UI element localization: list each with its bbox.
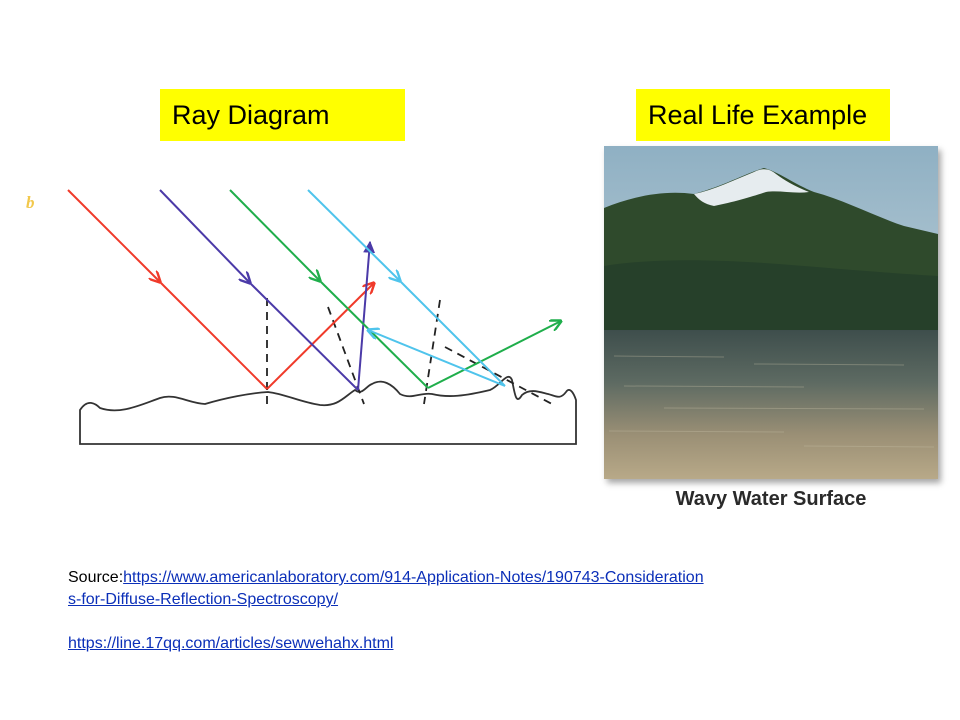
- red-ray: [67, 189, 374, 390]
- wavy-water-photo: [604, 146, 938, 479]
- ray-diagram: b: [26, 189, 577, 445]
- source-link-1[interactable]: https://www.americanlaboratory.com/914-A…: [123, 569, 704, 586]
- real-life-example-label: Real Life Example: [636, 89, 890, 141]
- source-line-2: https://line.17qq.com/articles/sewwehahx…: [68, 634, 393, 654]
- source-prefix: Source:: [68, 569, 124, 586]
- cyan-ray: [307, 189, 506, 387]
- green-ray: [229, 189, 561, 389]
- source-line-continued: s-for-Diffuse-Reflection-Spectroscopy/: [68, 590, 338, 610]
- ray-diagram-label: Ray Diagram: [160, 89, 405, 141]
- rough-surface: [79, 375, 577, 445]
- figure-letter: b: [26, 193, 35, 212]
- purple-ray: [159, 189, 376, 391]
- photo-caption: Wavy Water Surface: [675, 488, 867, 510]
- source-link-2[interactable]: https://line.17qq.com/articles/sewwehahx…: [68, 635, 394, 652]
- source-link-1-continued[interactable]: s-for-Diffuse-Reflection-Spectroscopy/: [68, 591, 339, 608]
- source-line: Source:https://www.americanlaboratory.co…: [68, 568, 704, 588]
